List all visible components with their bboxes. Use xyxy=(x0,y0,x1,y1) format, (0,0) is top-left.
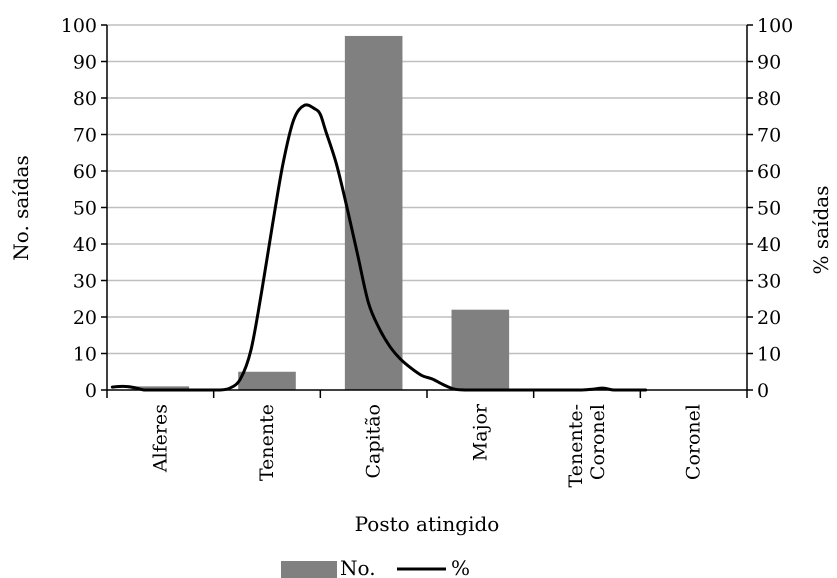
y-tick-label: 90 xyxy=(73,52,97,74)
y2-tick-label: 90 xyxy=(757,52,781,74)
y-tick-label: 100 xyxy=(61,15,97,37)
y-tick-label: 30 xyxy=(73,271,97,293)
y-tick-label: 10 xyxy=(73,344,97,366)
category-label: Tenente- xyxy=(565,404,587,487)
y2-tick-label: 80 xyxy=(757,88,781,110)
y-tick-label: 0 xyxy=(85,380,97,402)
y2-tick-label: 40 xyxy=(757,234,781,256)
category-label: Capitão xyxy=(363,404,385,479)
bar xyxy=(131,386,190,390)
y-tick-label: 70 xyxy=(73,125,97,147)
y2-tick-label: 50 xyxy=(757,198,781,220)
legend-label-bar: No. xyxy=(340,556,376,578)
category-label: Coronel xyxy=(683,404,705,480)
y-tick-label: 80 xyxy=(73,88,97,110)
y2-tick-label: 20 xyxy=(757,307,781,329)
legend: No. % xyxy=(281,556,470,578)
y2-tick-label: 30 xyxy=(757,271,781,293)
y2-tick-label: 60 xyxy=(757,161,781,183)
category-label: Tenente xyxy=(256,404,278,481)
y2-axis-title: % saídas xyxy=(809,186,833,275)
bar-series xyxy=(131,35,510,390)
axes xyxy=(101,24,753,398)
category-label: Alferes xyxy=(149,404,171,473)
y-tick-label: 40 xyxy=(73,234,97,256)
bar xyxy=(238,371,296,390)
right-axis-tick-labels: 0 10 20 30 40 50 60 70 80 90 100 xyxy=(757,15,793,402)
y2-tick-label: 10 xyxy=(757,344,781,366)
y-tick-label: 20 xyxy=(73,307,97,329)
bar xyxy=(344,35,403,390)
category-labels: Alferes Tenente Capitão Major Tenente- Corone… xyxy=(149,403,704,487)
left-axis-tick-labels: 0 10 20 30 40 50 60 70 80 90 100 xyxy=(61,15,97,402)
legend-label-line: % xyxy=(451,556,470,578)
y-axis-title: No. saídas xyxy=(9,155,33,260)
legend-swatch-bar xyxy=(281,561,337,578)
category-label: Major xyxy=(469,403,491,461)
y-tick-label: 60 xyxy=(73,161,97,183)
y2-tick-label: 70 xyxy=(757,125,781,147)
y2-tick-label: 100 xyxy=(757,15,793,37)
y-tick-label: 50 xyxy=(73,198,97,220)
gridlines xyxy=(107,24,747,355)
y2-tick-label: 0 xyxy=(757,380,769,402)
category-label: Coronel xyxy=(587,404,609,480)
x-axis-title: Posto atingido xyxy=(355,512,500,536)
bar xyxy=(451,309,510,390)
line-series xyxy=(110,103,648,392)
